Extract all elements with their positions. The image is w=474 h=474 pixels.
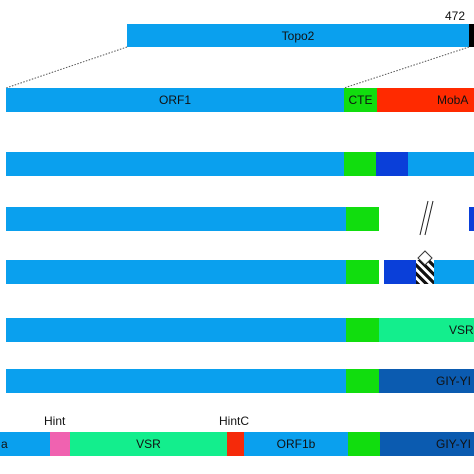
row8-giy-label: GIY-YI xyxy=(436,437,471,451)
row6-cte-domain xyxy=(346,318,379,342)
row8-partial-label: a xyxy=(1,437,8,451)
topo2-residue-number: 472 xyxy=(445,9,466,23)
row2-orf-tail xyxy=(408,152,474,176)
row2-dark-domain xyxy=(376,152,408,176)
hintc-label: HintC xyxy=(219,414,250,428)
row6-vsr-domain: VSR xyxy=(379,318,474,342)
topo2-domain-bar: Topo2 xyxy=(127,24,469,47)
row4-cte-domain xyxy=(346,260,379,284)
row8-vsr-label: VSR xyxy=(136,437,161,451)
row7-cte-domain xyxy=(346,369,379,393)
orf1-label: ORF1 xyxy=(158,93,191,107)
row3-cte-domain xyxy=(346,207,379,231)
row4-orf-tail xyxy=(434,260,474,284)
orf1b-label: ORF1b xyxy=(276,437,316,451)
row7-giy-domain: GIY-YI xyxy=(379,369,474,393)
orf1b-domain: ORF1b xyxy=(244,432,348,456)
row3-dark-fragment xyxy=(469,207,474,231)
row3-orf-domain xyxy=(6,207,346,231)
hint-domain xyxy=(50,432,70,456)
moba-domain: MobA xyxy=(377,88,474,112)
row4-hatched-domain xyxy=(416,260,434,284)
cte-domain: CTE xyxy=(344,88,377,112)
row2-cte-domain xyxy=(344,152,376,176)
row6-vsr-label: VSR xyxy=(449,323,474,337)
row8-giy-domain: GIY-YI xyxy=(380,432,474,456)
row4-dark-domain xyxy=(384,260,416,284)
hintc-domain xyxy=(227,432,244,456)
moba-label: MobA xyxy=(437,93,469,107)
row2-orf-domain xyxy=(6,152,344,176)
cte-label: CTE xyxy=(348,93,373,107)
hint-label: Hint xyxy=(44,414,66,428)
orf1-domain: ORF1 xyxy=(6,88,344,112)
row7-giy-label: GIY-YI xyxy=(436,374,471,388)
row4-orf-domain xyxy=(6,260,346,284)
row6-orf-domain xyxy=(6,318,346,342)
topo2-terminus-block xyxy=(469,24,474,47)
row8-vsr-domain: VSR xyxy=(70,432,227,456)
topo2-label: Topo2 xyxy=(281,28,315,43)
row7-orf-domain xyxy=(6,369,346,393)
row8-orf-partial-domain: a xyxy=(0,432,50,456)
row8-cte-domain xyxy=(348,432,380,456)
